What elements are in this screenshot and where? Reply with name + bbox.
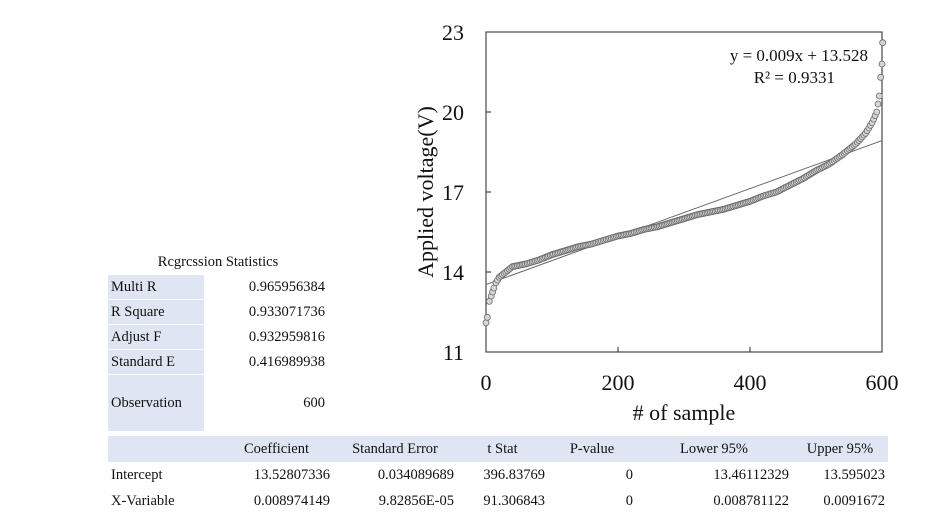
data-point: [877, 73, 885, 81]
data-point: [878, 60, 886, 68]
data-point: [873, 108, 881, 116]
regression-statistics-table: Rcgrcssion Statistics Multi R 0.965956384…: [108, 250, 328, 431]
row-label: X-Variable: [111, 492, 175, 509]
stat-value: 0.416989938: [204, 349, 328, 375]
x-tick-label: 200: [602, 370, 635, 395]
cell: 91.306843: [483, 492, 545, 509]
cell: 13.52807336: [253, 466, 330, 483]
stat-label: Adjust F: [108, 324, 204, 350]
y-tick-label: 23: [442, 20, 464, 45]
data-point: [879, 39, 887, 47]
header-standard-error: Standard Error: [333, 436, 457, 462]
header-coefficient: Coefficient: [220, 436, 333, 462]
trendline-equation: y = 0.009x + 13.528: [730, 46, 868, 65]
cell: 0.008974149: [253, 492, 330, 509]
y-axis-label: Applied voltage(V): [413, 106, 438, 278]
trendline-r-squared: R² = 0.9331: [754, 68, 835, 87]
cell: 396.83769: [483, 466, 545, 483]
coefficients-table: Coefficient Standard Error t Stat P-valu…: [108, 436, 888, 514]
y-tick-label: 11: [443, 340, 464, 365]
stat-label: R Square: [108, 299, 204, 325]
data-point: [875, 92, 883, 100]
stat-label: Observation: [108, 374, 204, 431]
stat-label: Multi R: [108, 274, 204, 300]
cell: 13.595023: [823, 466, 885, 483]
cell: 0: [625, 466, 633, 483]
y-tick-label: 20: [442, 100, 464, 125]
cell: 13.46112329: [713, 466, 789, 483]
y-tick-label: 17: [442, 180, 464, 205]
x-tick-label: 600: [866, 370, 899, 395]
stat-value: 600: [204, 374, 328, 431]
regression-statistics-title: Rcgrcssion Statistics: [157, 253, 279, 270]
data-point: [874, 100, 882, 108]
data-point: [483, 313, 491, 321]
cell: 0.0091672: [823, 492, 885, 509]
header-upper-95: Upper 95%: [792, 436, 888, 462]
header-p-value: P-value: [548, 436, 636, 462]
header-t-stat: t Stat: [457, 436, 548, 462]
header-blank: [108, 436, 220, 462]
stat-value: 0.965956384: [204, 274, 328, 300]
stat-label: Standard E: [108, 349, 204, 375]
cell: 0.034089689: [377, 466, 454, 483]
y-tick-label: 14: [442, 260, 464, 285]
cell: 0.008781122: [713, 492, 789, 509]
header-lower-95: Lower 95%: [636, 436, 792, 462]
x-axis-label: # of sample: [633, 400, 736, 425]
row-label: Intercept: [111, 466, 163, 483]
x-tick-label: 0: [481, 370, 492, 395]
cell: 0: [625, 492, 633, 509]
cell: 9.82856E-05: [378, 492, 454, 509]
trendline: [485, 140, 883, 286]
stat-value: 0.933071736: [204, 299, 328, 325]
x-tick-label: 400: [734, 370, 767, 395]
stat-value: 0.932959816: [204, 324, 328, 350]
